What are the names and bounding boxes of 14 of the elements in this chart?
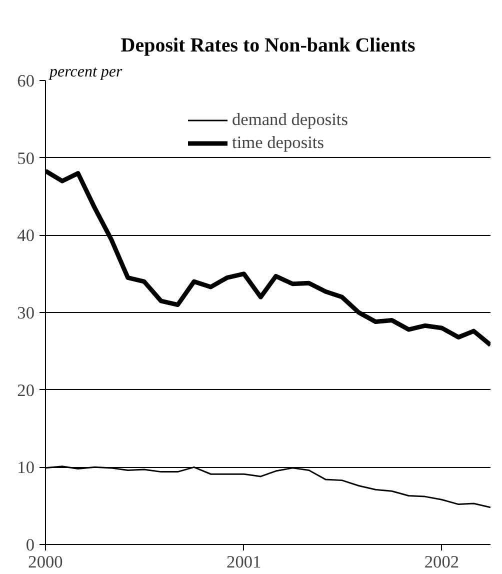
y-tick-label: 60 [17, 72, 34, 90]
y-tick-label: 20 [17, 380, 34, 400]
y-tick-label: 0 [26, 536, 35, 554]
y-tick-label: 50 [17, 148, 34, 168]
x-tick-label: 2002 [424, 552, 460, 572]
x-tick-label: 2000 [28, 552, 63, 572]
y-tick-label: 30 [17, 304, 34, 322]
legend-label: demand deposits [232, 110, 348, 130]
y-tick-label: 40 [17, 226, 34, 246]
legend-label: time deposits [232, 133, 325, 153]
y-axis-title: percent per [48, 64, 123, 80]
y-tick-label: 10 [17, 458, 34, 478]
x-tick-label: 2001 [226, 552, 262, 572]
chart-title: Deposit Rates to Non-bank Clients [120, 34, 416, 56]
